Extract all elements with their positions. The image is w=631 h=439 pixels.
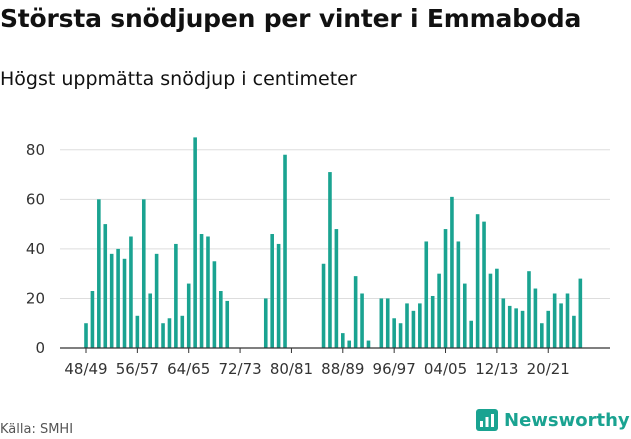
bar [546, 310, 551, 348]
bar [366, 340, 371, 348]
bar [103, 224, 108, 348]
bar [488, 273, 493, 348]
bar [482, 221, 486, 348]
bar [148, 293, 152, 348]
bar [334, 229, 339, 348]
newsworthy-icon [476, 409, 498, 431]
bar [122, 258, 127, 348]
x-tick-label: 12/13 [475, 360, 518, 378]
bar [225, 300, 230, 348]
x-tick-label: 48/49 [64, 360, 107, 378]
bar [199, 234, 204, 348]
brand-name: Newsworthy [504, 409, 630, 431]
bar [469, 320, 473, 348]
y-tick-label: 20 [26, 289, 45, 307]
bar [135, 315, 140, 348]
bar [533, 288, 538, 348]
bar [353, 276, 358, 348]
x-tick-label: 56/57 [116, 360, 159, 378]
bar [328, 172, 332, 348]
bar [219, 291, 223, 348]
bar [527, 271, 531, 348]
y-tick-label: 40 [26, 240, 45, 258]
bar [97, 199, 101, 348]
bar [212, 261, 217, 348]
bar [507, 305, 512, 348]
bar [540, 323, 544, 348]
bar [418, 303, 422, 348]
bar [514, 308, 518, 348]
bar [437, 273, 441, 348]
bar [520, 310, 525, 348]
x-tick-label: 20/21 [527, 360, 570, 378]
bar [116, 248, 120, 348]
bar [450, 196, 454, 348]
bar [154, 253, 159, 348]
bar [578, 278, 583, 348]
bar [411, 310, 416, 348]
bar [424, 241, 429, 348]
bar [385, 298, 390, 348]
x-tick-label: 64/65 [167, 360, 210, 378]
bar [347, 340, 352, 348]
bar [495, 268, 499, 348]
bar [430, 295, 435, 348]
x-tick-label: 96/97 [373, 360, 416, 378]
bar [398, 323, 403, 348]
source-note: Källa: SMHI [0, 422, 74, 437]
bar [475, 214, 480, 348]
x-tick-label: 72/73 [218, 360, 261, 378]
bar [392, 318, 396, 348]
bar [456, 241, 461, 348]
bar [180, 315, 185, 348]
y-tick-label: 80 [26, 141, 45, 159]
bar [360, 293, 364, 348]
bar [174, 243, 178, 348]
bar [572, 315, 576, 348]
bar [141, 199, 146, 348]
bar [167, 318, 172, 348]
bar [270, 234, 274, 348]
bar [321, 263, 326, 348]
newsworthy-logo: Newsworthy [476, 409, 630, 431]
bar [161, 323, 165, 348]
bar [552, 293, 557, 348]
bar [565, 293, 570, 348]
x-tick-label: 04/05 [424, 360, 467, 378]
bar [405, 303, 409, 348]
bar [501, 298, 506, 348]
bar [443, 229, 448, 348]
bar [263, 298, 268, 348]
bar [193, 137, 197, 348]
x-tick-label: 88/89 [321, 360, 364, 378]
bar [109, 253, 114, 348]
bar [559, 303, 563, 348]
bar [283, 154, 287, 348]
bar [462, 283, 467, 348]
y-tick-label: 0 [35, 339, 45, 357]
y-tick-label: 60 [26, 190, 45, 208]
bar [379, 298, 384, 348]
bar [341, 333, 345, 348]
x-tick-label: 80/81 [270, 360, 313, 378]
bar [186, 283, 191, 348]
bar [84, 323, 88, 348]
bar [276, 243, 281, 348]
bar [129, 236, 133, 348]
bar [206, 236, 210, 348]
chart-title: Största snödjupen per vinter i Emmaboda [0, 4, 582, 33]
chart-subtitle: Högst uppmätta snödjup i centimeter [0, 68, 357, 90]
bar [90, 291, 95, 348]
